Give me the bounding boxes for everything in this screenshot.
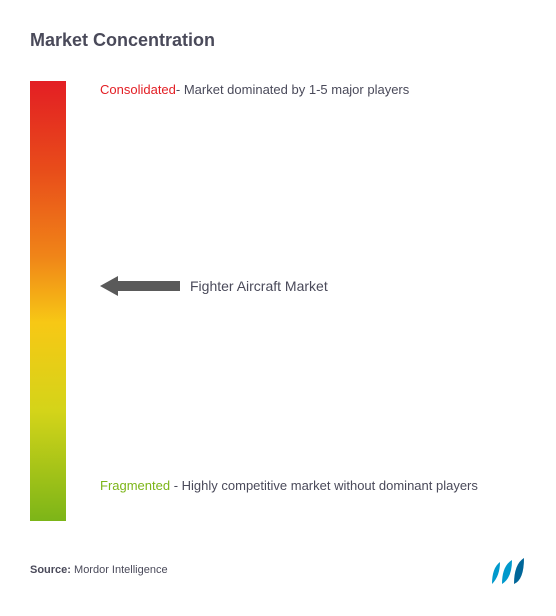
fragmented-term: Fragmented [100, 478, 170, 493]
source-attribution: Source: Mordor Intelligence [30, 564, 168, 576]
market-pointer: Fighter Aircraft Market [100, 276, 328, 296]
consolidated-label: Consolidated- Market dominated by 1-5 ma… [100, 81, 409, 99]
fragmented-label: Fragmented - Highly competitive market w… [100, 476, 478, 497]
source-value: Mordor Intelligence [74, 564, 168, 576]
fragmented-description: - Highly competitive market without domi… [170, 478, 478, 493]
market-name: Fighter Aircraft Market [190, 278, 328, 294]
page-title: Market Concentration [30, 30, 526, 51]
source-label: Source: [30, 564, 71, 576]
consolidated-description: - Market dominated by 1-5 major players [176, 82, 409, 97]
concentration-gradient-bar [30, 81, 66, 521]
brand-logo-icon [490, 558, 526, 586]
consolidated-term: Consolidated [100, 82, 176, 97]
arrow-left-icon [100, 276, 180, 296]
concentration-diagram: Consolidated- Market dominated by 1-5 ma… [30, 81, 526, 531]
